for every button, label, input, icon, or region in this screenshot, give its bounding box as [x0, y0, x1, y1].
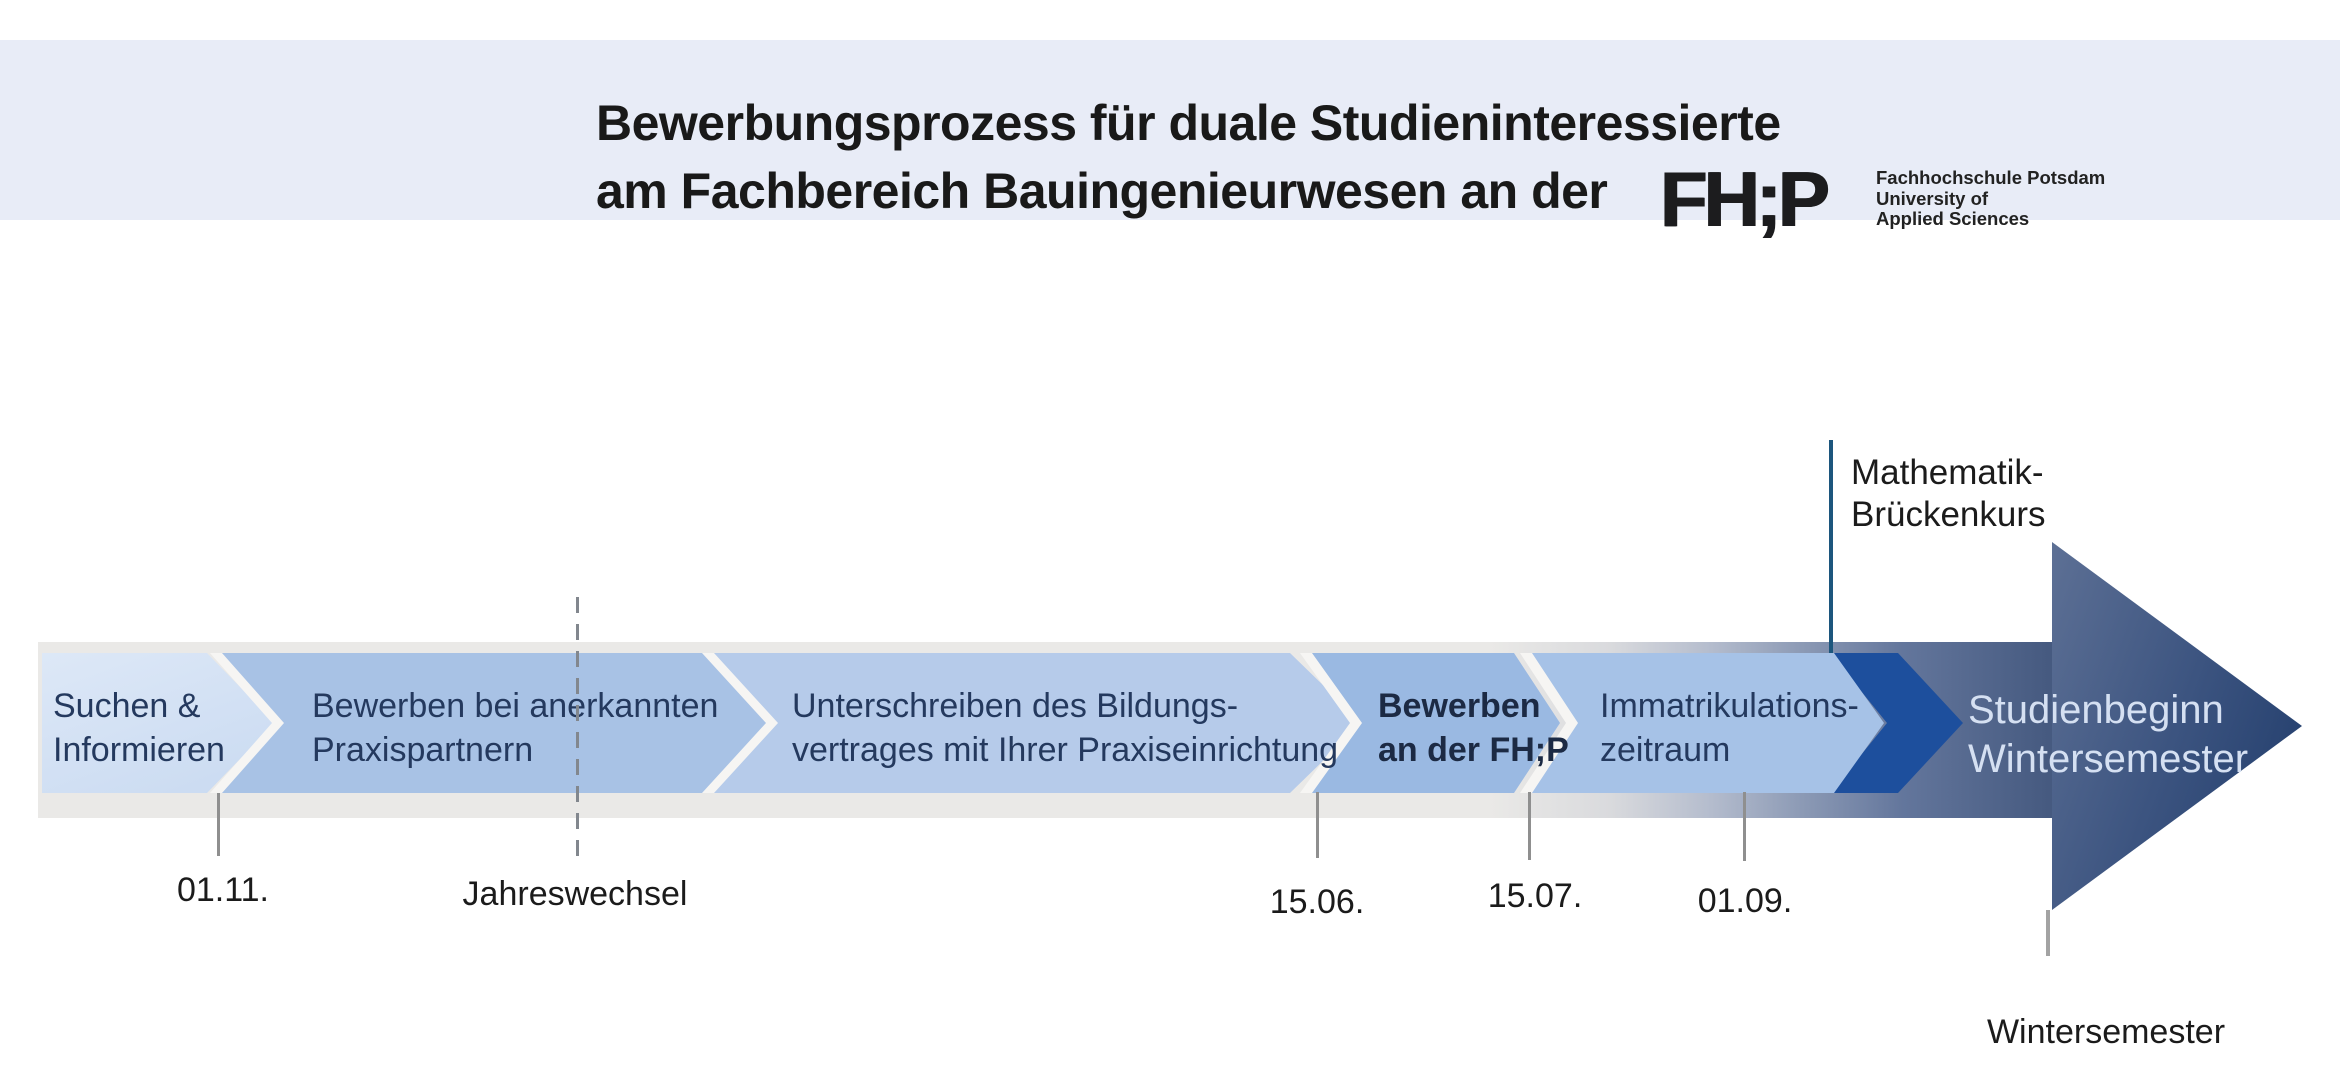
fhp-logo-text-line3: Applied Sciences — [1876, 208, 2030, 229]
winter-semester-label: Wintersemester — [1986, 1013, 2226, 1051]
math-course-label-line2: Brückenkurs — [1851, 495, 2046, 534]
fhp-logo-text-line2: University of — [1876, 187, 1989, 209]
final-arrow-label-line2: Wintersemester — [1968, 737, 2249, 781]
step-label-2: Bewerben bei anerkannten Praxispartnern — [312, 684, 718, 772]
step-label-5-line2: zeitraum — [1600, 731, 1731, 769]
milestone-label-0109: 01.09. — [1697, 882, 1793, 920]
step-label-4: Bewerben an der FH;P — [1378, 684, 1569, 772]
milestone-tick-0111 — [217, 793, 220, 856]
milestone-label-0111: 01.11. — [176, 871, 269, 909]
milestone-label-1506: 15.06. — [1269, 883, 1365, 921]
fhp-logo-text-line1: Fachhochschule Potsdam — [1876, 167, 2106, 188]
math-course-label: Mathematik- Brückenkurs — [1851, 452, 2046, 536]
step-label-2-line1: Bewerben bei anerkannten — [312, 687, 719, 725]
step-label-3-line2: vertrages mit Ihrer Praxiseinrichtung — [792, 731, 1339, 769]
step-chevron-2 — [222, 653, 778, 793]
milestone-tick-1506 — [1316, 792, 1319, 858]
step-chevron-5 — [1532, 653, 1884, 793]
math-course-line — [1829, 440, 1833, 653]
final-arrow-label: Studienbeginn Wintersemester — [1968, 686, 2248, 784]
page-title-line2: am Fachbereich Bauingenieurwesen an der — [596, 163, 1608, 219]
year-change-dashed-line — [576, 597, 579, 862]
math-course-label-line1: Mathematik- — [1851, 453, 2044, 492]
step-label-4-line2: an der FH;P — [1378, 731, 1569, 769]
milestone-tick-0109 — [1743, 792, 1746, 861]
step-label-2-line2: Praxispartnern — [312, 731, 534, 769]
step-label-1-line1: Suchen & — [53, 687, 201, 725]
step-label-3: Unterschreiben des Bildungs- vertrages m… — [792, 684, 1338, 772]
step-label-1: Suchen & Informieren — [53, 684, 225, 772]
step-label-3-line1: Unterschreiben des Bildungs- — [792, 687, 1239, 725]
milestone-label-jahreswechsel: Jahreswechsel — [462, 875, 688, 913]
milestone-label-1507: 15.07. — [1487, 877, 1583, 915]
fhp-logo-text: Fachhochschule Potsdam University of App… — [1876, 167, 2106, 230]
header-band: Bewerbungsprozess für duale Studieninter… — [0, 40, 2340, 238]
page-title-line1: Bewerbungsprozess für duale Studieninter… — [596, 95, 1781, 151]
step-label-4-line1: Bewerben — [1378, 687, 1541, 725]
step-label-5: Immatrikulations- zeitraum — [1600, 684, 1859, 772]
step-chevron-3 — [714, 653, 1362, 793]
final-arrow-label-line1: Studienbeginn — [1968, 688, 2224, 732]
step-label-1-line2: Informieren — [53, 731, 225, 769]
winter-start-line — [2046, 910, 2050, 956]
fhp-logo-wordmark: FH;P — [1660, 155, 1830, 243]
step-label-5-line1: Immatrikulations- — [1600, 687, 1859, 725]
milestone-tick-1507 — [1528, 792, 1531, 860]
